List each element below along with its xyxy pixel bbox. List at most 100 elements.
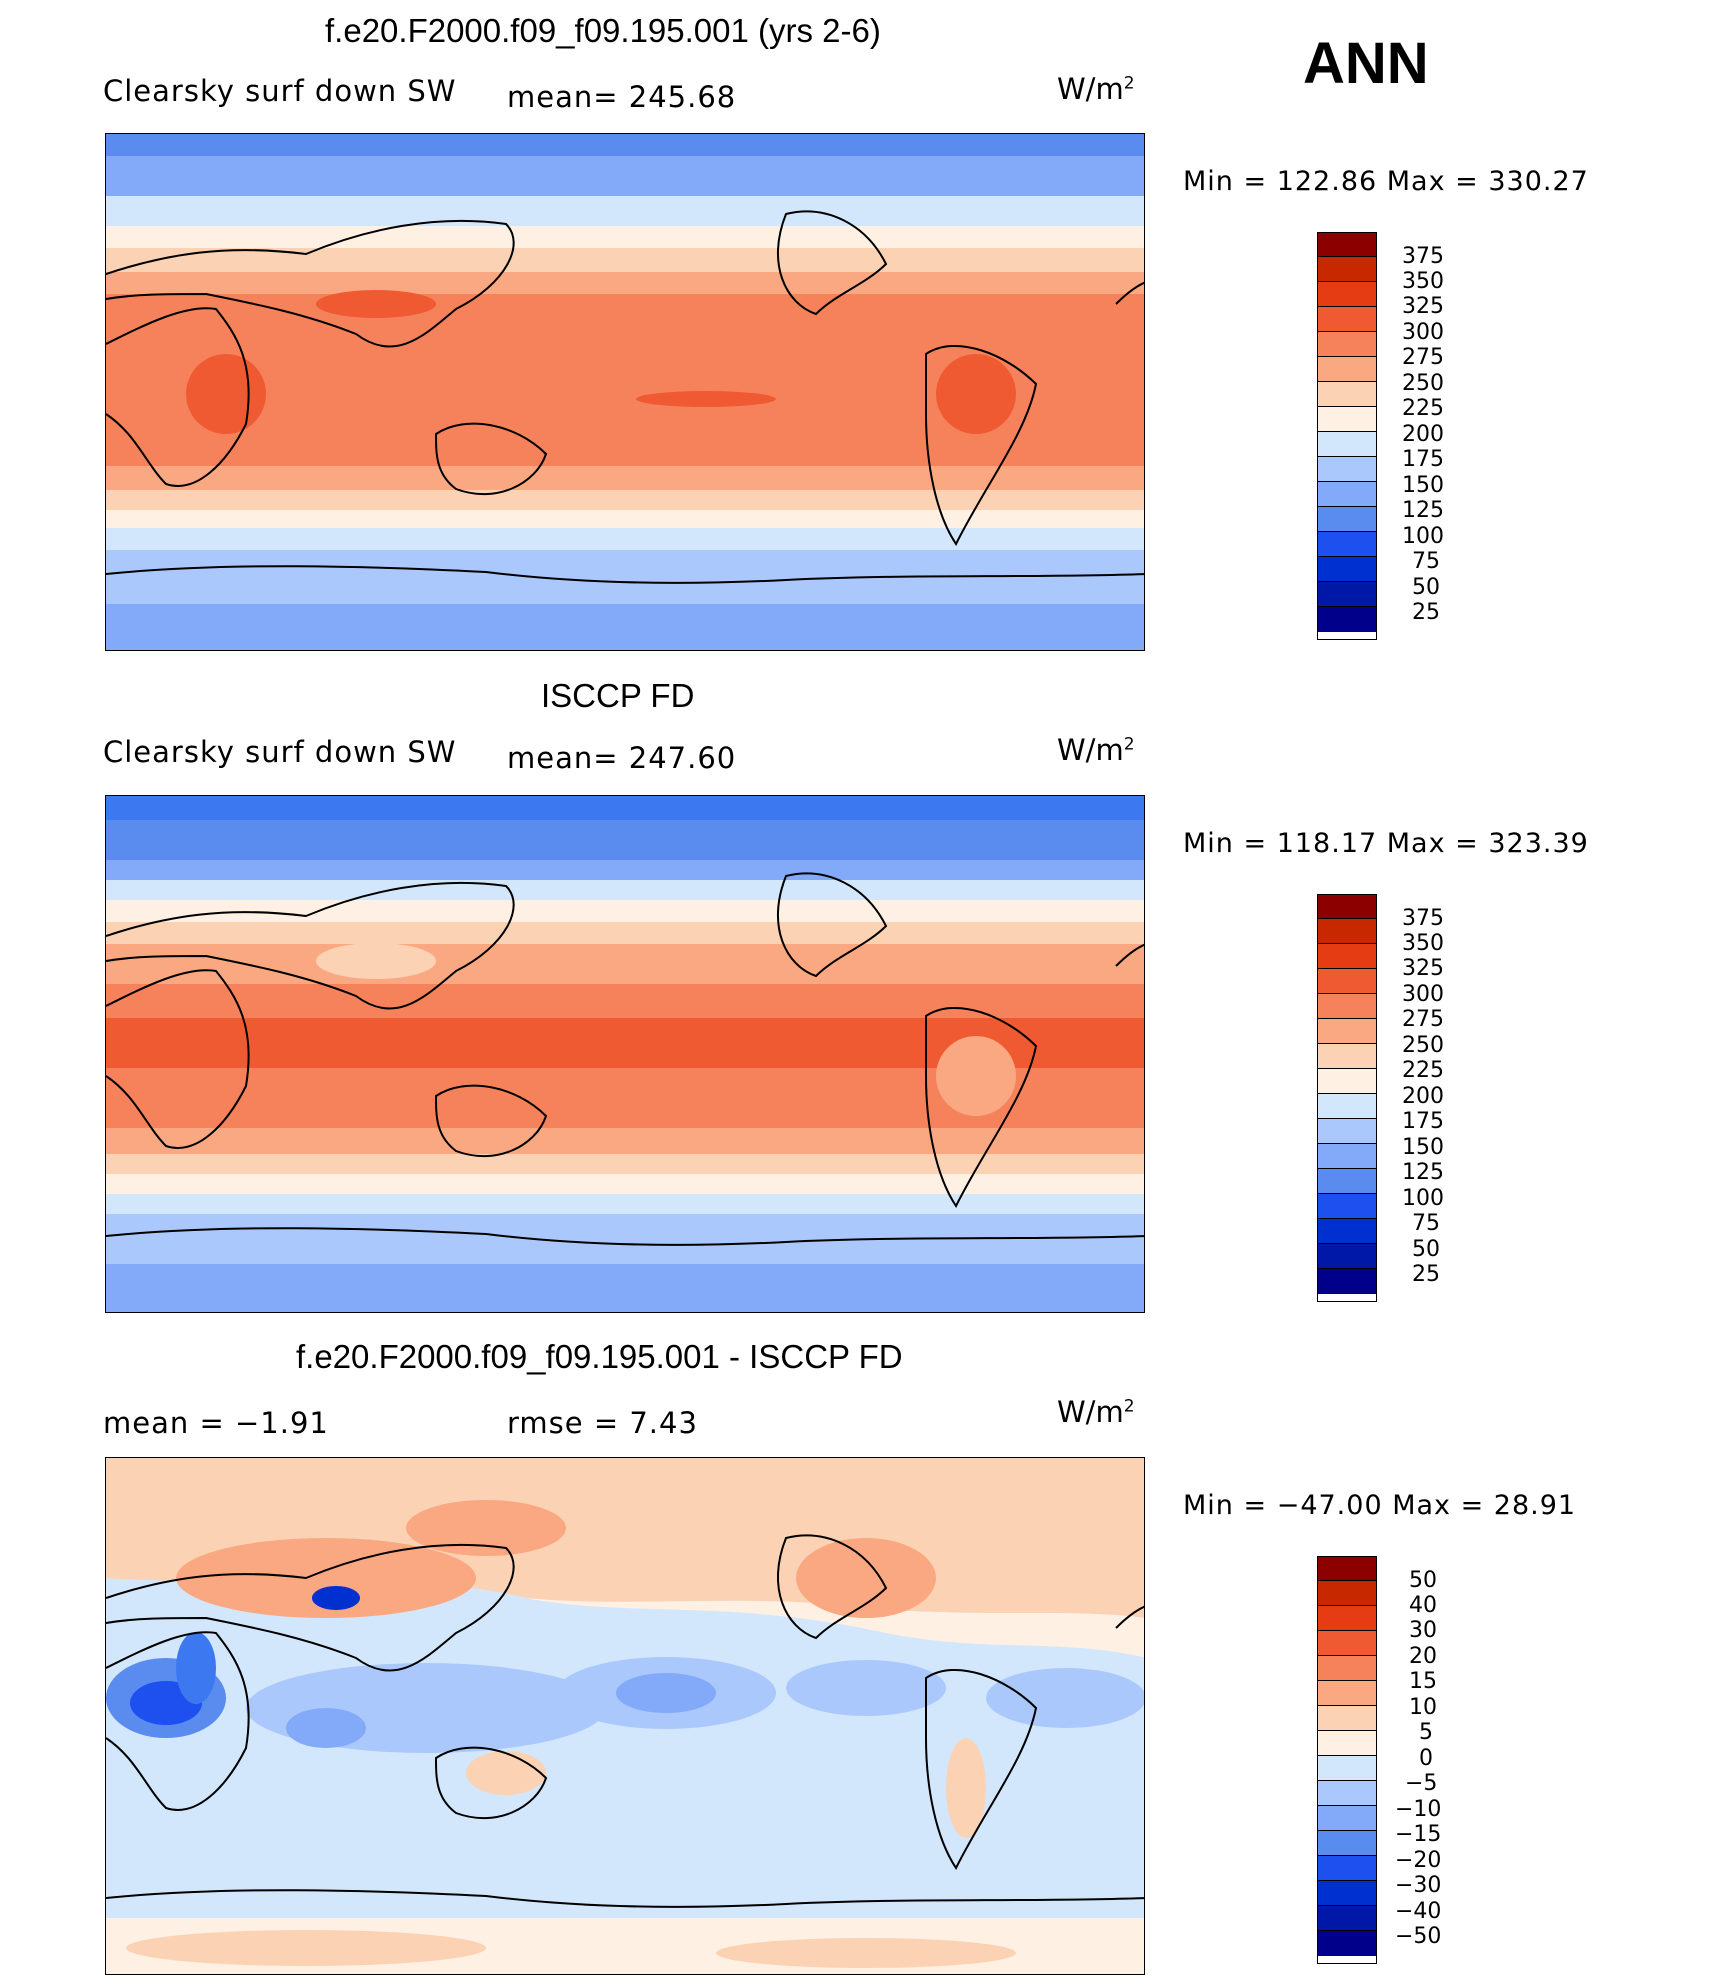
cb-label: 10 <box>1409 1695 1437 1720</box>
panel1-title: f.e20.F2000.f09_f09.195.001 (yrs 2-6) <box>325 12 881 49</box>
cb-label: 75 <box>1412 1211 1440 1236</box>
cb-label: 175 <box>1402 447 1444 472</box>
panel1-map <box>105 133 1145 651</box>
cb-seg <box>1318 1831 1376 1856</box>
cb-seg <box>1318 557 1376 582</box>
cb-seg <box>1318 382 1376 407</box>
cb-seg <box>1318 1931 1376 1956</box>
cb-seg <box>1318 532 1376 557</box>
cb-label: −50 <box>1395 1924 1442 1949</box>
cb-label: −5 <box>1405 1771 1438 1796</box>
cb-seg <box>1318 1094 1376 1119</box>
cb-seg <box>1318 1194 1376 1219</box>
panel1-units: W/m2 <box>1057 72 1135 106</box>
cb-seg <box>1318 1557 1376 1581</box>
cb-seg <box>1318 969 1376 994</box>
cb-label: 15 <box>1409 1669 1437 1694</box>
cb-seg <box>1318 1656 1376 1681</box>
panel2-map <box>105 795 1145 1313</box>
cb-seg <box>1318 1244 1376 1269</box>
cb-label: −15 <box>1395 1822 1442 1847</box>
cb-label: 25 <box>1412 600 1440 625</box>
cb-seg <box>1318 307 1376 332</box>
panel3-units: W/m2 <box>1057 1395 1135 1429</box>
cb-seg <box>1318 432 1376 457</box>
cb-label: 50 <box>1412 575 1440 600</box>
cb-label: 325 <box>1402 294 1444 319</box>
cb-label: 40 <box>1409 1593 1437 1618</box>
cb-seg <box>1318 457 1376 482</box>
cb-label: 30 <box>1409 1618 1437 1643</box>
panel3-colorbar-box <box>1317 1556 1377 1964</box>
cb-seg <box>1318 1806 1376 1831</box>
cb-seg <box>1318 257 1376 282</box>
cb-seg <box>1318 1781 1376 1806</box>
cb-seg <box>1318 994 1376 1019</box>
cb-seg <box>1318 1581 1376 1606</box>
cb-label: 100 <box>1402 524 1444 549</box>
cb-label: 250 <box>1402 1033 1444 1058</box>
cb-seg <box>1318 607 1376 632</box>
cb-label: 175 <box>1402 1109 1444 1134</box>
cb-label: 20 <box>1409 1644 1437 1669</box>
cb-label: 300 <box>1402 320 1444 345</box>
panel1-colorbar-box <box>1317 232 1377 640</box>
cb-seg <box>1318 1681 1376 1706</box>
panel2-colorbar-box <box>1317 894 1377 1302</box>
cb-seg <box>1318 1269 1376 1294</box>
cb-label: 150 <box>1402 473 1444 498</box>
cb-seg <box>1318 1706 1376 1731</box>
cb-seg <box>1318 282 1376 307</box>
cb-label: 200 <box>1402 422 1444 447</box>
panel1-mean-label: mean= 245.68 <box>507 80 737 114</box>
cb-label: 250 <box>1402 371 1444 396</box>
cb-seg <box>1318 357 1376 382</box>
cb-seg <box>1318 332 1376 357</box>
cb-seg <box>1318 944 1376 969</box>
cb-seg <box>1318 507 1376 532</box>
panel3-minmax: Min = −47.00 Max = 28.91 <box>1183 1490 1577 1521</box>
cb-seg <box>1318 1019 1376 1044</box>
panel3-title: f.e20.F2000.f09_f09.195.001 - ISCCP FD <box>296 1338 903 1375</box>
cb-seg <box>1318 1731 1376 1756</box>
panel3-map <box>105 1457 1145 1975</box>
cb-label: −20 <box>1395 1848 1442 1873</box>
panel2-mean-label: mean= 247.60 <box>507 741 737 775</box>
cb-label: 50 <box>1409 1568 1437 1593</box>
panel1-variable-label: Clearsky surf down SW <box>103 74 457 108</box>
cb-label: −40 <box>1395 1899 1442 1924</box>
cb-label: 50 <box>1412 1237 1440 1262</box>
cb-seg <box>1318 1069 1376 1094</box>
panel3-mean-label: mean = −1.91 <box>103 1406 329 1440</box>
panel2-units: W/m2 <box>1057 733 1135 767</box>
cb-seg <box>1318 1631 1376 1656</box>
panel1-minmax: Min = 122.86 Max = 330.27 <box>1183 166 1589 197</box>
panel2-minmax: Min = 118.17 Max = 323.39 <box>1183 828 1589 859</box>
cb-seg <box>1318 895 1376 919</box>
cb-seg <box>1318 482 1376 507</box>
cb-label: −30 <box>1395 1873 1442 1898</box>
cb-label: 375 <box>1402 906 1444 931</box>
cb-label: 200 <box>1402 1084 1444 1109</box>
cb-label: 5 <box>1419 1720 1433 1745</box>
cb-seg <box>1318 1144 1376 1169</box>
cb-label: 150 <box>1402 1135 1444 1160</box>
cb-seg <box>1318 1169 1376 1194</box>
panel2-variable-label: Clearsky surf down SW <box>103 735 457 769</box>
panel2-title: ISCCP FD <box>541 677 695 714</box>
cb-label: 375 <box>1402 244 1444 269</box>
cb-label: 100 <box>1402 1186 1444 1211</box>
cb-seg <box>1318 1856 1376 1881</box>
cb-label: 25 <box>1412 1262 1440 1287</box>
cb-seg <box>1318 919 1376 944</box>
cb-seg <box>1318 233 1376 257</box>
cb-seg <box>1318 1606 1376 1631</box>
panel3-rmse-label: rmse = 7.43 <box>507 1406 698 1440</box>
cb-label: 275 <box>1402 345 1444 370</box>
cb-label: 300 <box>1402 982 1444 1007</box>
cb-label: 350 <box>1402 269 1444 294</box>
cb-label: 275 <box>1402 1007 1444 1032</box>
cb-seg <box>1318 1219 1376 1244</box>
cb-seg <box>1318 582 1376 607</box>
cb-seg <box>1318 1119 1376 1144</box>
